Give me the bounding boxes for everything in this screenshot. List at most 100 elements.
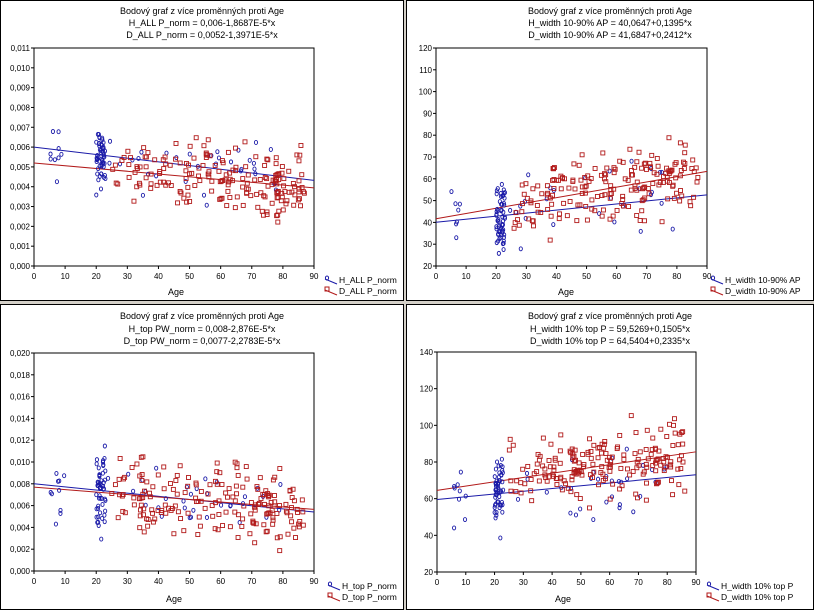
data-point-h [103,508,108,514]
chart-panel-all-p-norm: Bodový graf z více proměnných proti Age … [0,0,404,301]
chart-plot: 0 10 20 30 40 50 60 70 80 90 20 30 40 50 60 70 80 90 100 11… [419,44,724,296]
data-point-d [608,183,614,189]
y-tick-label: 30 [423,240,432,249]
y-tick-label: 0,010 [10,64,31,73]
y-tick-label: 40 [424,531,433,540]
data-point-h [99,171,104,177]
data-point-d [224,494,230,500]
data-point-d [290,486,296,492]
data-point-d [644,427,650,433]
data-point-d [653,460,659,466]
data-point-d [148,171,154,177]
data-point-d [294,506,300,512]
data-point-d [240,202,246,208]
data-point-d [568,450,574,456]
data-point-d [210,513,216,519]
x-tick-label: 10 [461,578,470,587]
data-point-d [675,466,681,472]
data-point-d [594,193,600,199]
data-point-h [182,505,187,511]
y-tick-label: 80 [424,458,433,467]
data-point-d [295,509,300,515]
data-point-h [493,487,498,493]
data-point-d [284,510,290,516]
data-point-d [220,178,226,183]
data-point-h [96,132,101,137]
data-point-h [454,235,459,241]
data-point-d [264,212,270,217]
data-point-d [257,177,263,182]
x-tick-label: 10 [61,577,70,586]
data-point-d [112,162,118,168]
data-point-d [163,182,169,188]
data-point-d [590,475,596,481]
data-point-d [243,464,249,470]
x-tick-label: 80 [663,578,672,587]
data-point-h [463,493,468,499]
data-point-h [456,207,461,213]
data-point-d [121,476,126,482]
data-point-d [214,460,220,466]
data-point-d [161,166,167,172]
data-point-d [233,168,239,174]
data-point-d [600,150,606,156]
x-tick-label: 70 [642,272,651,281]
data-point-d [206,174,212,180]
data-point-d [668,459,674,465]
chart-title: Bodový graf z více proměnných proti Age [527,6,693,16]
data-point-d [197,178,203,184]
data-point-d [582,190,588,196]
data-point-d [644,480,649,486]
data-point-d [661,468,667,474]
data-point-d [529,498,535,504]
data-point-h [94,461,99,467]
data-point-h [98,186,104,192]
data-point-d [129,465,135,470]
data-point-d [225,188,231,194]
data-point-d [609,454,615,460]
data-point-d [115,181,121,187]
data-point-h [573,512,579,518]
data-point-d [233,164,239,170]
data-point-d [126,162,132,168]
data-point-h [456,496,462,502]
data-point-d [658,426,664,432]
data-point-d [611,165,617,171]
data-point-d [173,478,179,484]
data-point-d [682,150,688,156]
data-point-d [131,502,137,508]
data-point-d [293,535,298,540]
legend-label-d: D_width 10-90% AP [725,286,801,296]
data-point-h [568,510,573,516]
data-point-d [680,441,686,447]
data-point-h [94,514,99,520]
data-point-h [56,478,61,484]
data-point-d [587,505,592,511]
data-point-d [254,484,260,490]
y-tick-label: 40 [423,218,432,227]
data-point-h [624,446,629,452]
data-point-d [668,464,674,470]
data-point-h [252,166,257,172]
data-point-d [554,177,560,183]
data-point-d [550,471,556,477]
data-point-h [498,463,503,468]
data-point-d [607,496,613,502]
data-point-d [245,186,251,192]
data-point-d [506,447,512,453]
data-point-d [223,490,229,496]
data-point-h [94,506,99,512]
data-point-d [669,478,674,484]
data-point-d [664,434,670,439]
data-point-d [582,175,588,180]
data-point-d [590,461,596,467]
data-point-d [276,171,282,177]
data-point-d [654,457,660,463]
data-point-d [140,454,146,460]
data-point-h [493,515,498,521]
data-point-d [670,443,676,448]
data-point-d [277,503,282,508]
x-tick-label: 50 [582,272,591,281]
data-point-h [268,147,273,152]
data-point-d [611,170,617,176]
